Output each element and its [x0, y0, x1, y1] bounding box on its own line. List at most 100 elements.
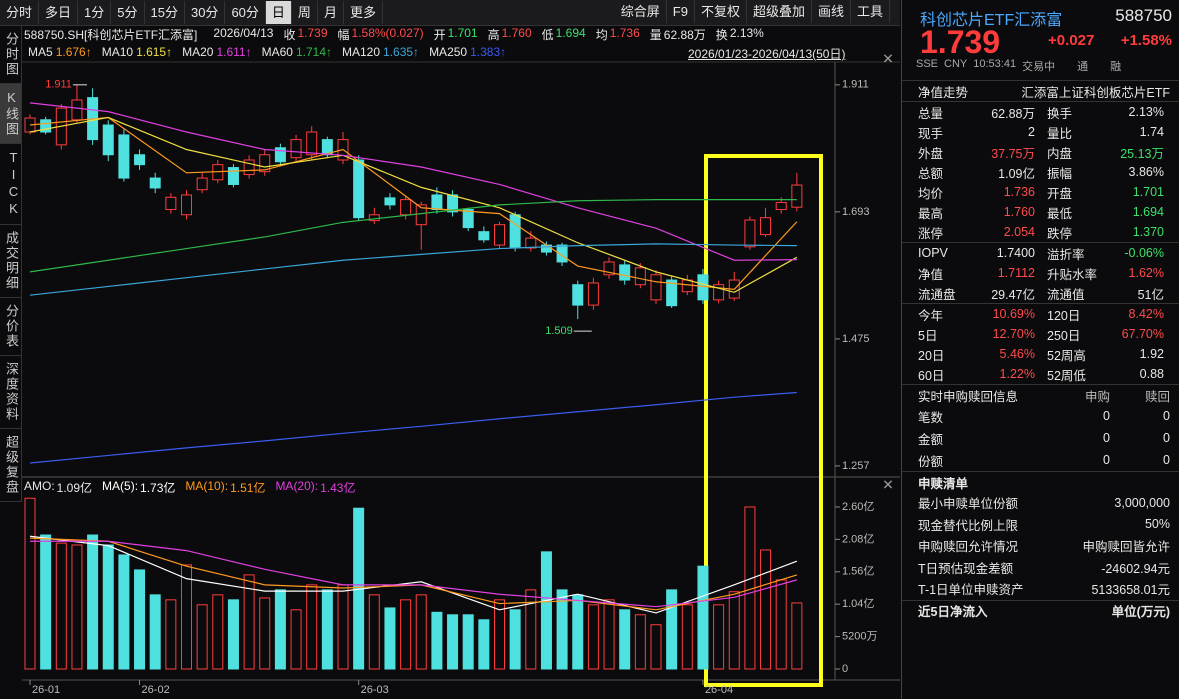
candle-body [149, 177, 161, 189]
stat-label: 今年 [918, 308, 944, 323]
field-label: 高 [487, 28, 500, 42]
tab[interactable]: 更多 [344, 1, 383, 24]
field-value: 1.739 [297, 26, 328, 40]
stat-label: 溢折率 [1047, 247, 1085, 262]
volume-bar [760, 549, 772, 670]
ma-value: 1.615↑ [136, 45, 173, 59]
volume-bar [775, 579, 787, 670]
y-tick-label: 2.60亿 [842, 500, 874, 513]
side-tab[interactable]: 分时图 [0, 26, 21, 84]
stat-value: 0.88 [1139, 367, 1164, 381]
side-tab[interactable]: 超级复盘 [0, 429, 21, 502]
candle-body [697, 274, 709, 301]
side-tab[interactable]: K线图 [0, 84, 21, 144]
volume-bar [243, 574, 255, 670]
candle-body [368, 214, 380, 222]
stat-label: 量比 [1047, 126, 1073, 141]
field-label: 量 [649, 28, 662, 42]
side-tab[interactable]: 成交明细 [0, 225, 21, 298]
candle-body [259, 154, 271, 173]
pct: +1.58% [1120, 32, 1172, 49]
tab[interactable]: 多日 [39, 1, 79, 24]
stat-row: 今年 10.69% 120日 8.42% [902, 303, 1179, 324]
tab[interactable]: 60分 [225, 1, 266, 24]
stat-label: 净值 [918, 267, 944, 282]
field-value: 1.760 [501, 26, 532, 40]
tool[interactable]: 画线 [812, 0, 851, 23]
tab[interactable]: 分时 [0, 1, 40, 24]
fund-full-name: 汇添富上证科创板芯片ETF [1021, 85, 1170, 100]
tab[interactable]: 周 [292, 1, 318, 24]
creation-row: 份额 0 0 [902, 449, 1179, 471]
toolbar: 分时 多日 1分 5分 15分 30分 60分日周月更多 综合屏 F9 不复权 超级叠加 画线 工具 [0, 0, 900, 26]
inflow-title: 近5日净流入 [918, 605, 988, 619]
candle-body [431, 194, 443, 211]
stat-row: 总额 1.09亿 振幅 3.86% [902, 162, 1179, 182]
side-tab[interactable]: 分价表 [0, 298, 21, 356]
ma-line [29, 391, 797, 464]
stat-value: 1.760 [1003, 205, 1035, 219]
field-label: 开 [433, 28, 446, 42]
stat-label: 均价 [918, 186, 944, 201]
volume-bar [165, 599, 177, 670]
y-tick-label: 1.475 [842, 333, 870, 345]
tab[interactable]: 30分 [185, 1, 226, 24]
tab[interactable]: 1分 [78, 1, 112, 24]
stat-row: 净值 1.7112 升贴水率 1.62% [902, 263, 1179, 283]
candle-body [775, 202, 787, 211]
close-icon[interactable]: ✕ [882, 477, 894, 493]
stat-value: 2.13% [1128, 105, 1164, 119]
volume-bar [587, 604, 599, 670]
tab[interactable]: 5分 [111, 1, 145, 24]
candle-body [102, 124, 114, 156]
creation-cell: 0 [1163, 431, 1170, 445]
stat-label: 外盘 [918, 146, 944, 161]
candle-body [572, 284, 584, 306]
inflow-unit: 单位(万元) [1111, 605, 1170, 619]
volume-bar [306, 584, 318, 670]
stat-label: 5日 [918, 328, 938, 343]
tool[interactable]: 超级叠加 [747, 0, 812, 23]
tool[interactable]: 综合屏 [615, 0, 667, 23]
stat-label: 流通盘 [918, 287, 956, 302]
candle-body [243, 159, 255, 176]
volume-bar [431, 611, 443, 670]
volume-bar [603, 599, 615, 670]
candle-body [509, 214, 521, 249]
side-tab[interactable]: TICK [0, 144, 21, 225]
close-icon[interactable]: ✕ [882, 51, 894, 67]
tool[interactable]: 不复权 [695, 0, 747, 23]
side-tab[interactable]: 深度资料 [0, 356, 21, 429]
stat-label: 流通值 [1047, 287, 1085, 302]
y-tick-label: 0 [842, 663, 848, 675]
tab[interactable]: 15分 [145, 1, 185, 24]
volume-bar [384, 607, 396, 670]
ma-value: 1.714↑ [295, 45, 332, 59]
stat-label: 内盘 [1047, 146, 1073, 161]
tool[interactable]: F9 [667, 0, 695, 23]
list-row: 现金替代比例上限 50% [902, 514, 1179, 536]
list-cell: 最小申赎单位份额 [918, 497, 1019, 512]
vol-ma-value: 1.51亿 [230, 481, 266, 495]
stat-value: 62.88万 [991, 106, 1035, 121]
candle-body [181, 194, 192, 216]
header: 588750.SH[科创芯片ETF汇添富] 2026/04/13 收 1.739 幅 1.… [24, 26, 764, 43]
stat-row: 总量 62.88万 换手 2.13% [902, 101, 1179, 122]
list-cell: 5133658.01元 [1091, 583, 1170, 598]
info-item: 交易中 [1022, 61, 1056, 73]
stat-label: 20日 [918, 348, 945, 363]
stat-value: 1.92 [1139, 347, 1164, 361]
stat-label: 250日 [1047, 328, 1081, 343]
list-row: 申购赎回允许情况 申购赎回皆允许 [902, 535, 1179, 557]
stat-label: 最低 [1047, 206, 1073, 221]
tab[interactable]: 日 [265, 1, 292, 24]
tool[interactable]: 工具 [851, 0, 890, 23]
row: 申赎清单 [902, 471, 1179, 492]
candle-body [40, 119, 52, 133]
creation-cell: 金额 [918, 432, 944, 447]
stat-value: 25.13万 [1120, 146, 1164, 161]
tab[interactable]: 月 [318, 1, 344, 24]
info-line: SSE CNY 10:53:41 交易中 通 融 [916, 58, 1121, 74]
x-tick-label: 26-02 [142, 684, 170, 696]
field-label: 收 [283, 28, 296, 42]
